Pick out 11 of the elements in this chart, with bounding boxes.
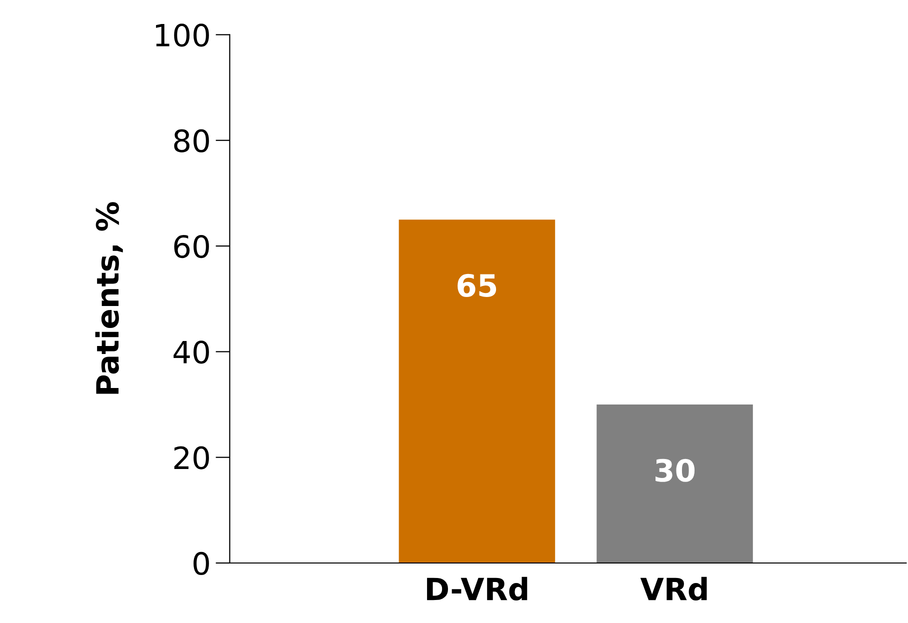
y-tick-label: 0: [194, 552, 209, 576]
x-tick-label: D-VRd: [427, 576, 528, 601]
x-tick-label: VRd: [640, 576, 707, 601]
y-axis-title: Patients, %: [95, 202, 123, 394]
y-tick-label: 80: [174, 129, 209, 152]
y-tick-label: 20: [174, 446, 209, 470]
data-label: 30: [656, 458, 695, 482]
y-tick-label: 60: [174, 234, 209, 258]
y-tick-label: 40: [174, 340, 209, 364]
y-tick-label: 100: [156, 24, 209, 47]
data-label: 65: [458, 274, 496, 298]
